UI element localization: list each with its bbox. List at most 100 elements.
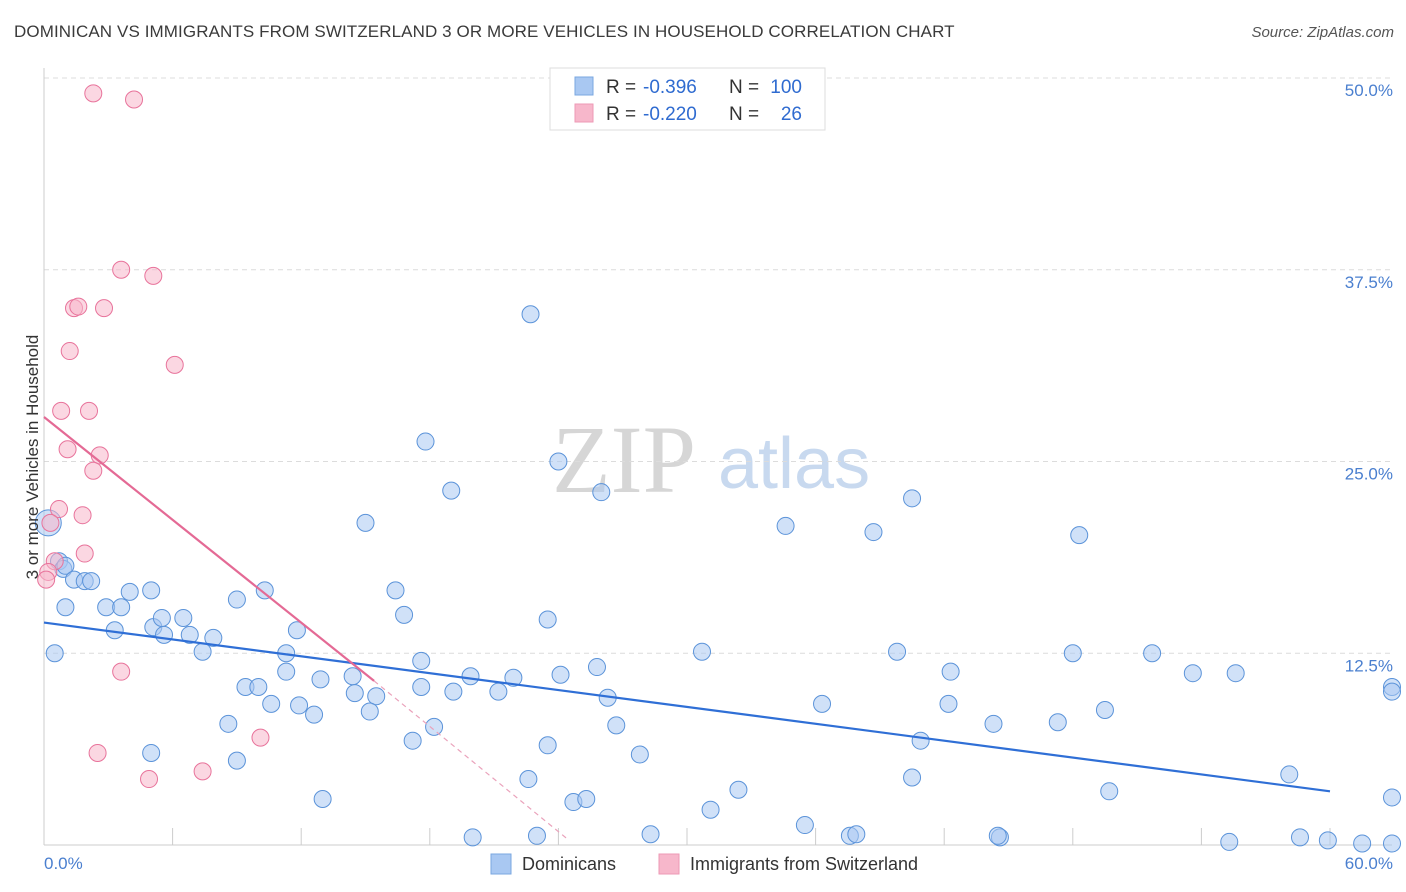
dominicans-point-85 (1318, 831, 1337, 850)
legend-r-label-1: R = (606, 77, 636, 98)
switzerland-point-25 (193, 762, 212, 781)
switzerland-point-11 (58, 440, 77, 459)
dominicans-point-8 (112, 598, 131, 617)
y-tick-label-2: 37.5% (1345, 273, 1393, 292)
switzerland-point-14 (50, 500, 69, 519)
dominicans-point-24 (290, 696, 309, 715)
dominicans-point-31 (305, 705, 324, 724)
dominicans-point-60 (795, 816, 814, 835)
dominicans-point-41 (461, 667, 480, 686)
dominicans-point-93 (313, 789, 332, 808)
dominicans-point-10 (142, 581, 161, 600)
switzerland-point-0 (84, 84, 103, 103)
dominicans-point-83 (1280, 765, 1299, 784)
dominicans-point-99 (356, 513, 375, 532)
switzerland-point-21 (112, 662, 131, 681)
dominicans-point-98 (549, 452, 568, 471)
dominicans-point-73 (988, 826, 1007, 845)
dominicans-point-18 (204, 628, 223, 647)
dominicans-point-36 (395, 605, 414, 624)
bottom-legend-label-dominicans: Dominicans (522, 854, 616, 874)
dominicans-point-54 (630, 745, 649, 764)
dominicans-point-72 (984, 714, 1003, 733)
y-tick-label-0: 12.5% (1345, 656, 1393, 675)
dominicans-point-13 (152, 608, 171, 627)
dominicans-point-57 (701, 800, 720, 819)
trend-lines (43, 416, 1331, 841)
source-label: Source: ZipAtlas.com (1251, 24, 1394, 41)
dominicans-point-77 (1095, 701, 1114, 720)
switzerland-point-20 (37, 570, 56, 589)
y-axis-label: 3 or more Vehicles in Household (23, 335, 42, 580)
x-tick-label-max: 60.0% (1345, 854, 1393, 873)
dominicans-point-90 (1383, 682, 1401, 701)
dominicans-point-39 (403, 731, 422, 750)
dominicans-point-64 (864, 523, 883, 542)
chart-title: DOMINICAN VS IMMIGRANTS FROM SWITZERLAND… (14, 22, 955, 41)
y-tick-label-1: 25.0% (1345, 465, 1393, 484)
switzerland-point-3 (144, 266, 163, 285)
legend-r-label-2: R = (606, 104, 636, 125)
dominicans-point-6 (82, 572, 101, 591)
switzerland-trend-extension (373, 680, 570, 841)
switzerland-point-24 (140, 770, 159, 789)
dominicans-point-89 (1383, 834, 1401, 853)
legend-swatch-switzerland (574, 103, 594, 123)
axes (43, 68, 1392, 846)
bottom-legend-label-switzerland: Immigrants from Switzerland (690, 854, 918, 874)
switzerland-point-2 (112, 260, 131, 279)
dominicans-points (34, 305, 1401, 853)
dominicans-point-96 (56, 598, 75, 617)
dominicans-point-17 (193, 642, 212, 661)
stats-legend: R = -0.396 N = 100 R = -0.220 N = 26 (549, 67, 826, 131)
dominicans-point-58 (729, 780, 748, 799)
dominicans-point-101 (592, 483, 611, 502)
dominicans-point-63 (847, 825, 866, 844)
switzerland-point-8 (165, 355, 184, 374)
dominicans-point-38 (412, 677, 431, 696)
switzerland-point-16 (41, 513, 60, 532)
dominicans-point-81 (1220, 832, 1239, 851)
dominicans-point-16 (180, 625, 199, 644)
switzerland-point-23 (88, 743, 107, 762)
dominicans-point-76 (1070, 526, 1089, 545)
dominicans-point-66 (903, 768, 922, 787)
switzerland-point-1 (125, 90, 144, 109)
dominicans-point-102 (416, 432, 435, 451)
switzerland-point-17 (75, 544, 94, 563)
dominicans-point-43 (489, 682, 508, 701)
dominicans-point-42 (444, 682, 463, 701)
dominicans-point-91 (527, 826, 546, 845)
dominicans-point-33 (367, 687, 386, 706)
dominicans-point-37 (412, 651, 431, 670)
dominicans-point-48 (551, 665, 570, 684)
dominicans-point-28 (277, 662, 296, 681)
watermark: ZIP atlas (552, 406, 870, 513)
watermark-zip: ZIP (552, 406, 696, 513)
dominicans-point-20 (255, 581, 274, 600)
switzerland-trend-line (43, 416, 375, 682)
dominicans-point-69 (941, 662, 960, 681)
dominicans-point-35 (386, 581, 405, 600)
dominicans-point-67 (903, 489, 922, 508)
legend-r-value-1: -0.396 (643, 77, 697, 98)
switzerland-point-10 (80, 401, 99, 420)
series-legend: Dominicans Immigrants from Switzerland (490, 853, 918, 875)
dominicans-point-7 (97, 598, 116, 617)
dominicans-point-80 (1183, 664, 1202, 683)
switzerland-point-6 (95, 299, 114, 318)
dominicans-point-51 (587, 658, 606, 677)
dominicans-point-50 (577, 789, 596, 808)
dominicans-point-68 (911, 731, 930, 750)
switzerland-point-9 (52, 401, 71, 420)
gridlines (44, 77, 1392, 654)
dominicans-point-23 (262, 694, 281, 713)
y-tick-labels: 12.5% 25.0% 37.5% 50.0% (1345, 81, 1393, 675)
dominicans-point-82 (1226, 664, 1245, 683)
dominicans-point-44 (504, 668, 523, 687)
dominicans-point-70 (939, 694, 958, 713)
dominicans-point-79 (1143, 644, 1162, 663)
dominicans-point-26 (249, 677, 268, 696)
legend-n-label-2: N = (729, 104, 759, 125)
